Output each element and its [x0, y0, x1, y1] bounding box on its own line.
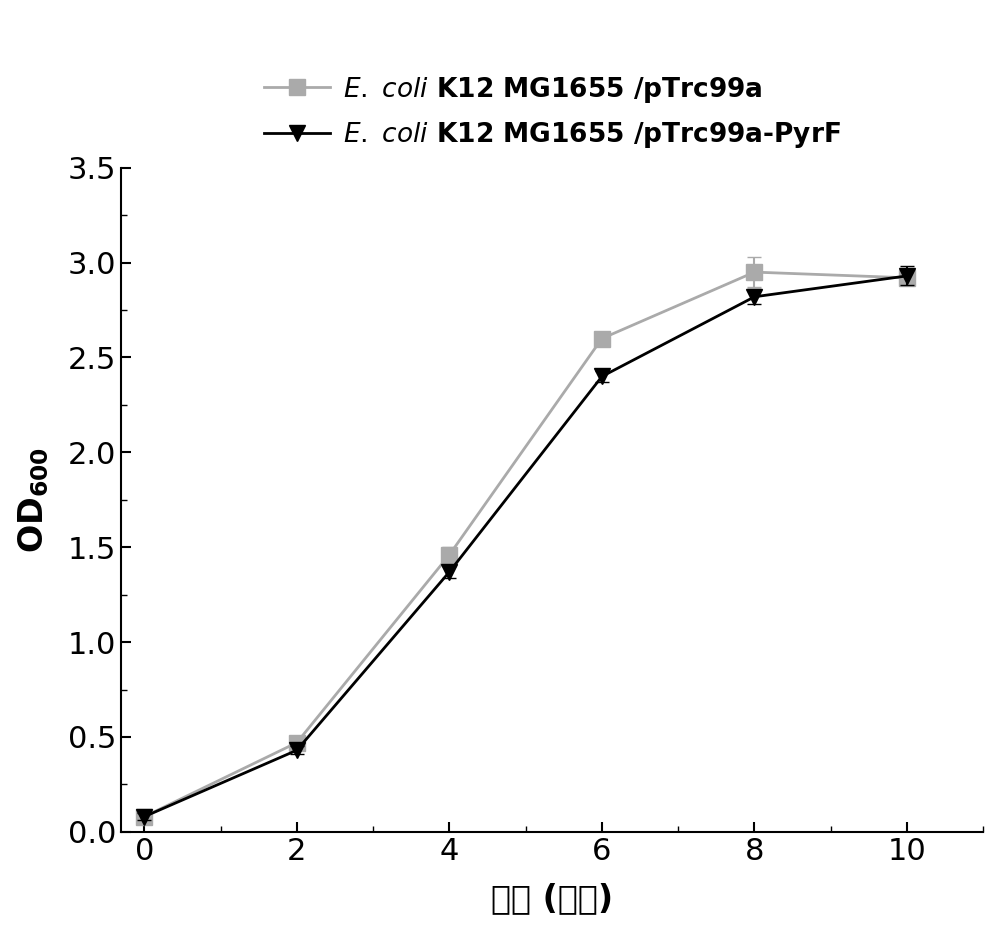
X-axis label: 时间 (小时): 时间 (小时) — [491, 883, 613, 915]
Legend: $\it{E.\ coli}$ K12 MG1655 /pTrc99a, $\it{E.\ coli}$ K12 MG1655 /pTrc99a-PyrF: $\it{E.\ coli}$ K12 MG1655 /pTrc99a, $\i… — [251, 62, 854, 164]
Y-axis label: OD$_{\mathbf{600}}$: OD$_{\mathbf{600}}$ — [17, 446, 51, 553]
